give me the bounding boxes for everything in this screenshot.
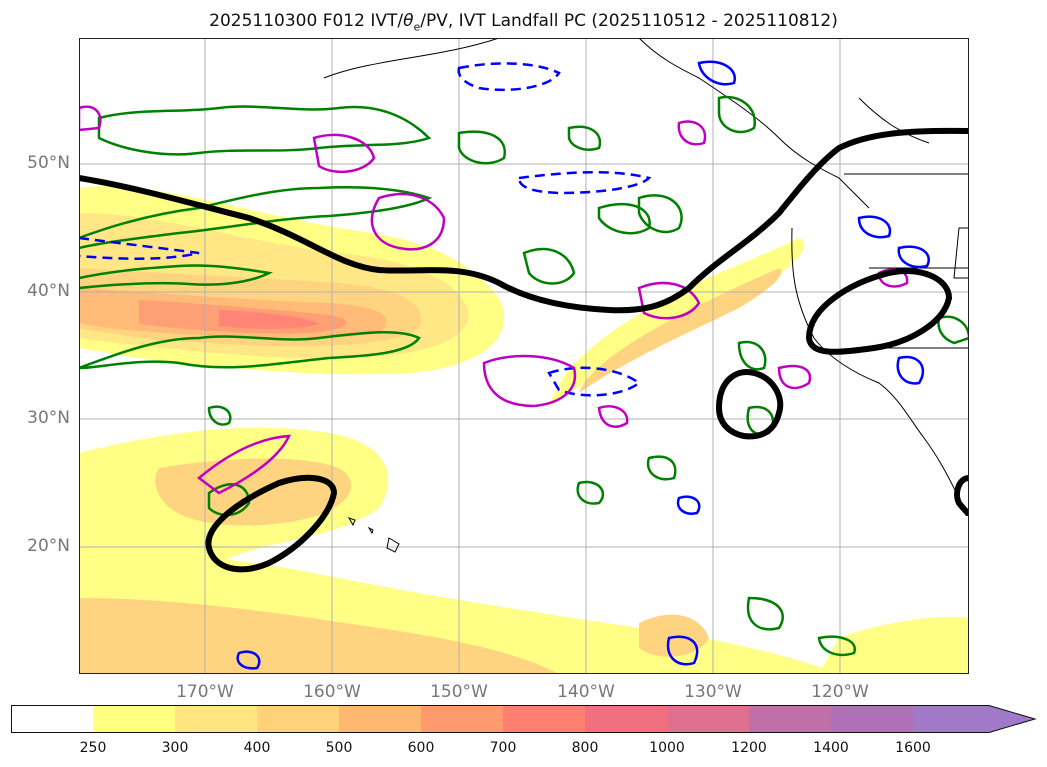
colorbar-svg [11,705,1037,733]
pc-contour-north [79,127,969,314]
lon-label-150w: 150°W [430,682,488,702]
lat-label-30n: 30°N [27,408,70,428]
colorbar-tick-1600: 1600 [895,740,931,756]
theta-e-contours [79,95,969,657]
coastline [323,38,969,553]
colorbar-bin-1 [93,705,175,733]
map-svg [79,38,969,674]
lat-label-20n: 20°N [27,536,70,556]
colorbar-tick-700: 700 [489,740,517,756]
colorbar-tick-250: 250 [79,740,107,756]
lon-label-130w: 130°W [684,682,742,702]
colorbar-tick-500: 500 [325,740,353,756]
colorbar-bin-2 [175,705,257,733]
colorbar-tick-600: 600 [407,740,435,756]
lon-label-160w: 160°W [303,682,361,702]
colorbar-bin-10 [831,705,913,733]
colorbar [11,705,1037,733]
lon-label-170w: 170°W [176,682,234,702]
map-panel [79,38,969,674]
pv-negative-contours [79,60,930,670]
colorbar-bin-7 [585,705,667,733]
pc-contour-subtropical [205,474,338,573]
colorbar-bin-4 [339,705,421,733]
colorbar-bin-5 [421,705,503,733]
colorbar-tick-400: 400 [243,740,271,756]
lat-label-50n: 50°N [27,153,70,173]
colorbar-extend-arrow [913,705,1035,733]
chart-title: 2025110300 F012 IVT/θe/PV, IVT Landfall … [209,11,838,34]
lon-label-140w: 140°W [557,682,615,702]
colorbar-bin-9 [749,705,831,733]
colorbar-bin-6 [503,705,585,733]
colorbar-tick-1000: 1000 [649,740,685,756]
lat-label-40n: 40°N [27,281,70,301]
colorbar-bin-8 [667,705,749,733]
pc-contour-california [805,267,953,355]
colorbar-tick-1200: 1200 [731,740,767,756]
pc-contour-offshore [715,369,784,440]
colorbar-tick-1400: 1400 [813,740,849,756]
colorbar-bin-3 [257,705,339,733]
lon-label-120w: 120°W [811,682,869,702]
colorbar-tick-800: 800 [571,740,599,756]
landfall-pc-contours [79,127,969,573]
colorbar-tick-300: 300 [161,740,189,756]
colorbar-bin-0 [11,705,93,733]
